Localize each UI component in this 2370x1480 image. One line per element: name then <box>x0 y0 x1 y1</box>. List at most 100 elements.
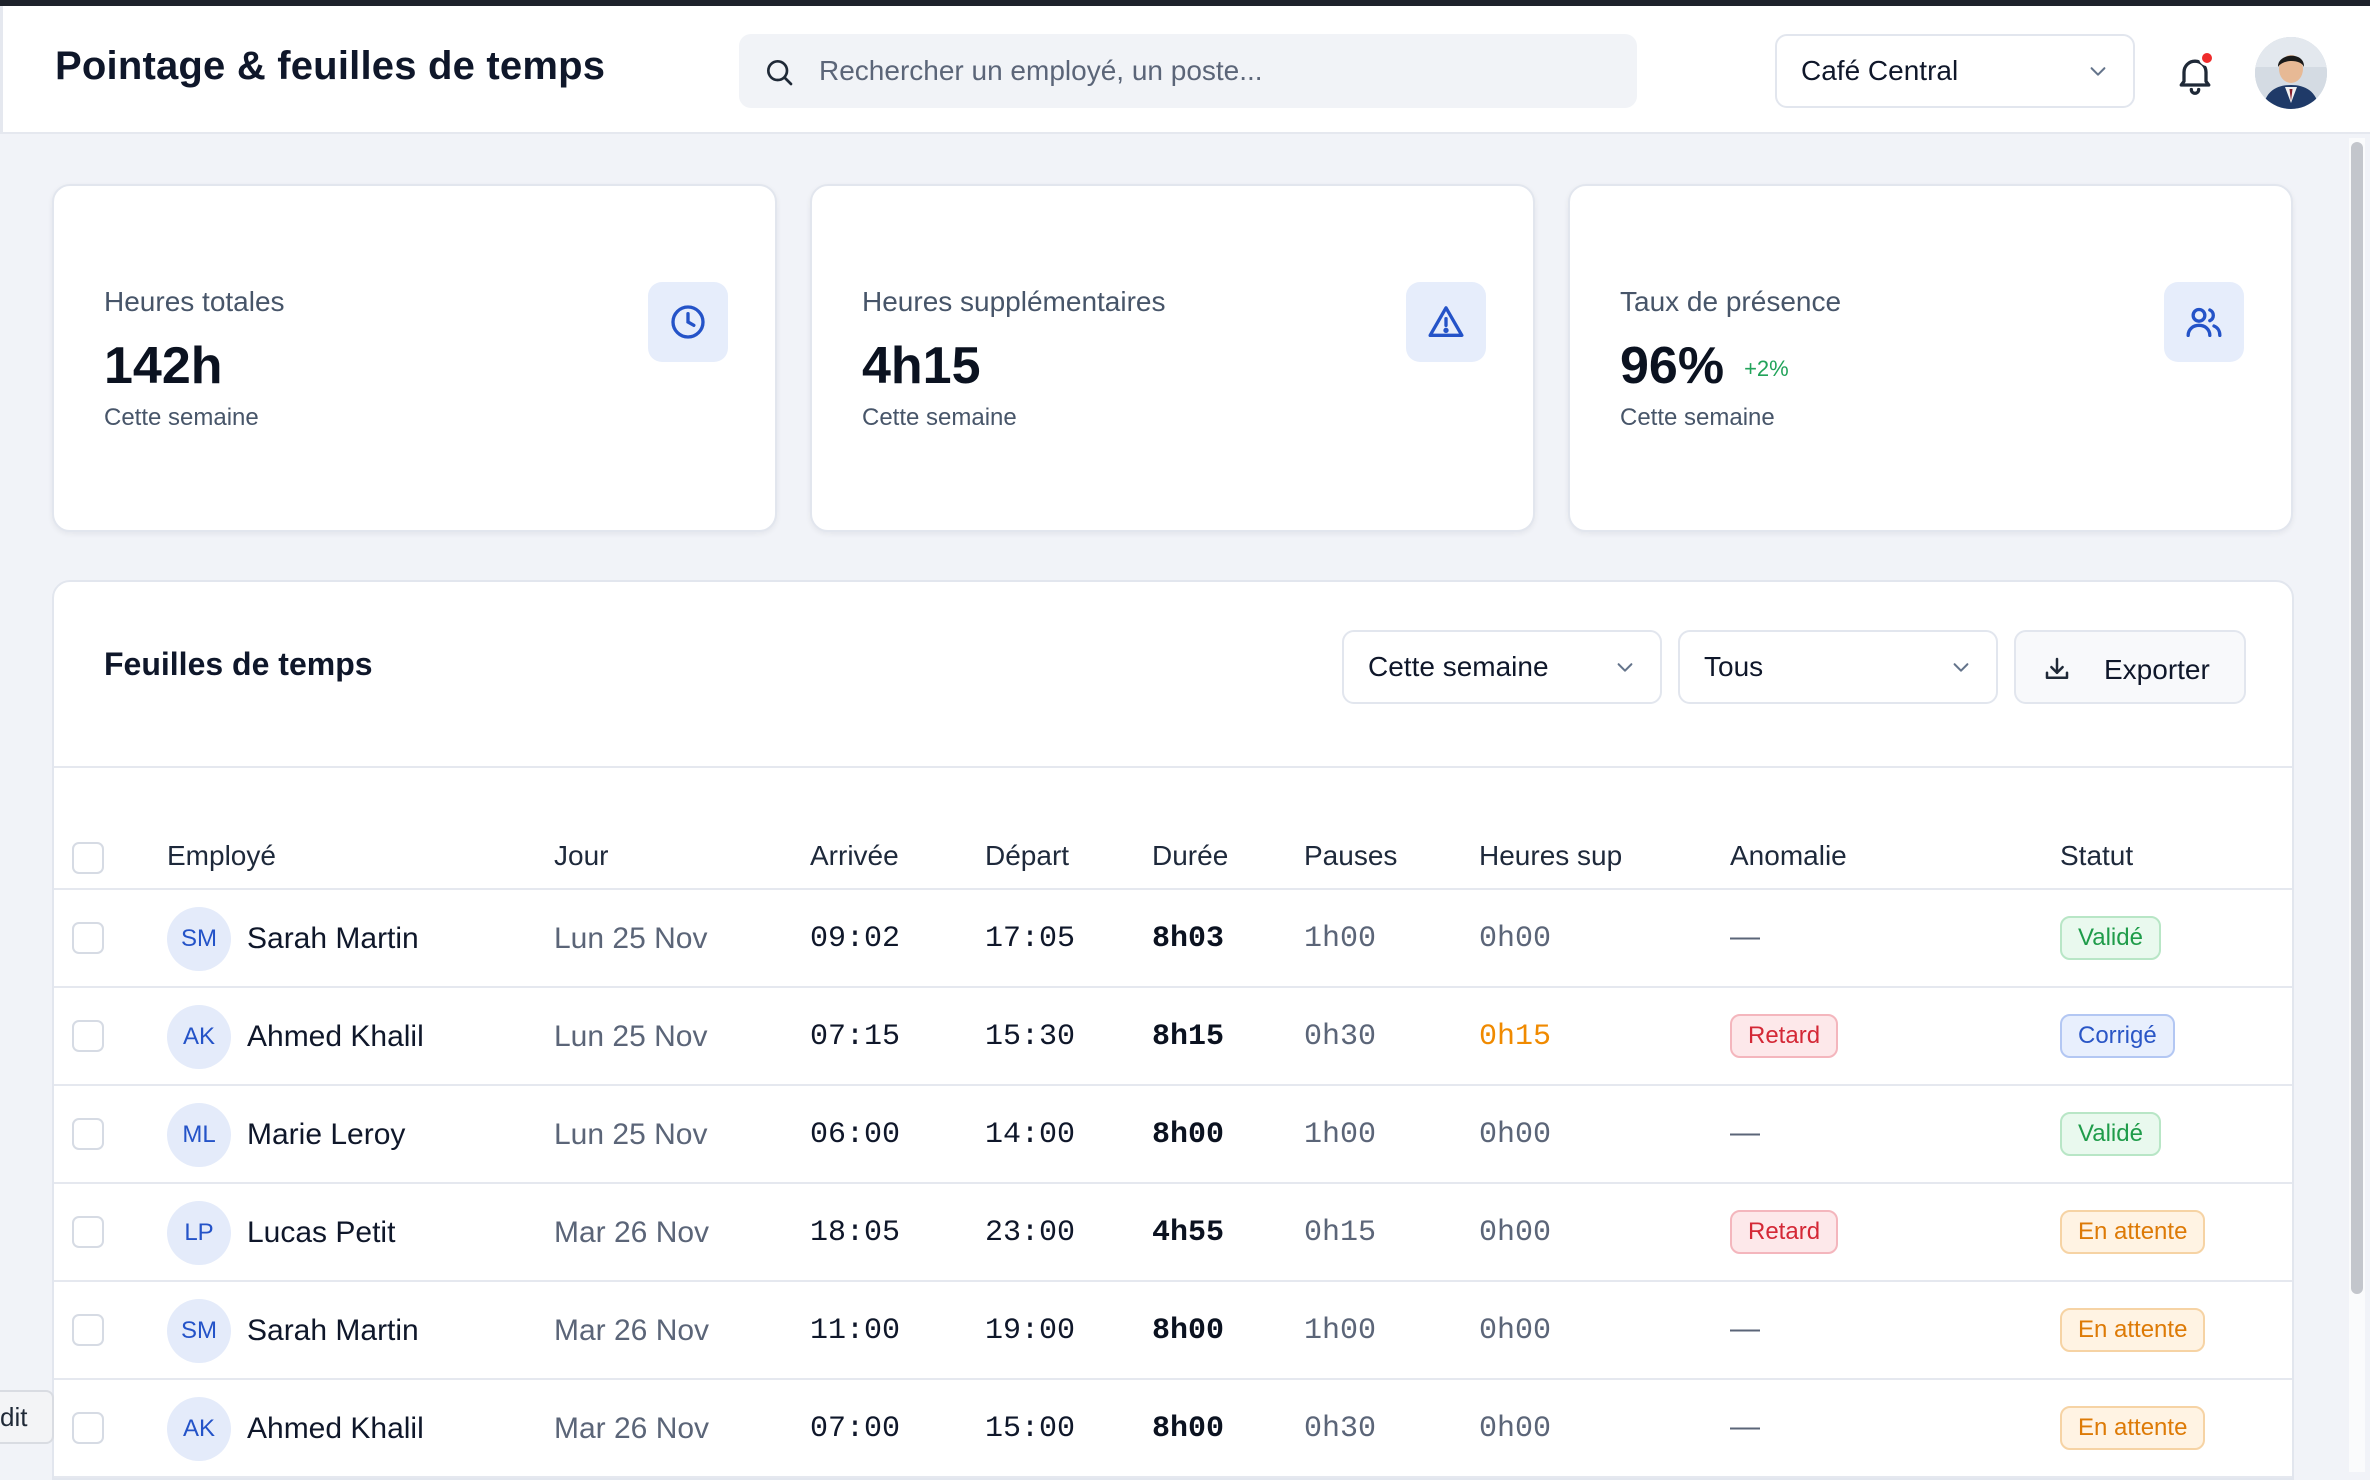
stat-card-attendance: Taux de présence 96% +2% Cette semaine <box>1568 184 2293 532</box>
stat-delta: +2% <box>1744 356 1789 382</box>
clock-icon <box>671 305 705 339</box>
pauses-cell: 0h15 <box>1304 1216 1377 1250</box>
column-header[interactable]: Jour <box>554 840 609 871</box>
table-row[interactable]: SM Sarah Martin Lun 25 Nov 09:02 17:05 8… <box>54 890 2292 988</box>
employee-name: Ahmed Khalil <box>247 1020 424 1053</box>
export-button[interactable]: Exporter <box>2014 630 2246 704</box>
employee-name: Marie Leroy <box>247 1118 406 1151</box>
departure-cell: 15:30 <box>985 1020 1076 1054</box>
day-cell: Lun 25 Nov <box>554 922 708 955</box>
notifications-button[interactable] <box>2173 50 2217 96</box>
row-checkbox[interactable] <box>72 1412 104 1444</box>
column-header[interactable]: Anomalie <box>1730 840 1847 871</box>
window-top-bar <box>0 0 2370 6</box>
arrival-cell: 09:02 <box>810 922 901 956</box>
row-checkbox[interactable] <box>72 1216 104 1248</box>
day-cell: Mar 26 Nov <box>554 1216 710 1249</box>
day-cell: Mar 26 Nov <box>554 1412 710 1445</box>
employee-avatar: SM <box>167 1299 231 1363</box>
stat-value: 96% +2% <box>1620 337 1789 395</box>
stat-value: 4h15 <box>862 337 981 395</box>
pauses-cell: 1h00 <box>1304 1314 1377 1348</box>
edit-tab[interactable]: dit <box>0 1390 54 1444</box>
employee-name: Ahmed Khalil <box>247 1412 424 1445</box>
day-cell: Lun 25 Nov <box>554 1118 708 1151</box>
departure-cell: 14:00 <box>985 1118 1076 1152</box>
search-bar[interactable] <box>739 34 1637 108</box>
stat-icon-box <box>1406 282 1486 362</box>
row-checkbox[interactable] <box>72 1020 104 1052</box>
table-row[interactable]: AK Ahmed Khalil Mar 26 Nov 07:00 15:00 8… <box>54 1380 2292 1478</box>
column-header[interactable]: Pauses <box>1304 840 1398 871</box>
departure-cell: 15:00 <box>985 1412 1076 1446</box>
column-header[interactable]: Heures sup <box>1479 840 1623 871</box>
overtime-cell: 0h15 <box>1479 1020 1552 1054</box>
select-all-checkbox[interactable] <box>72 842 104 874</box>
status-badge: En attente <box>2060 1406 2206 1450</box>
app-header: Pointage & feuilles de temps Café Centra… <box>0 6 2370 134</box>
table-row[interactable]: AK Ahmed Khalil Lun 25 Nov 07:15 15:30 8… <box>54 988 2292 1086</box>
overtime-cell: 0h00 <box>1479 922 1552 956</box>
table-row[interactable]: ML Marie Leroy Lun 25 Nov 06:00 14:00 8h… <box>54 1086 2292 1184</box>
stat-icon-box <box>648 282 728 362</box>
location-select[interactable]: Café Central <box>1775 34 2135 108</box>
overtime-cell: 0h00 <box>1479 1216 1552 1250</box>
column-header[interactable]: Départ <box>985 840 1070 871</box>
column-header[interactable]: Employé <box>167 840 276 871</box>
period-filter-select[interactable]: Cette semaine <box>1342 630 1662 704</box>
status-filter-label: Tous <box>1704 651 1764 682</box>
status-badge: Corrigé <box>2060 1014 2175 1058</box>
employee-name: Lucas Petit <box>247 1216 396 1249</box>
table-row[interactable]: LP Lucas Petit Mar 26 Nov 18:05 23:00 4h… <box>54 1184 2292 1282</box>
location-select-label: Café Central <box>1801 55 1959 86</box>
stat-period: Cette semaine <box>862 404 1017 431</box>
overtime-cell: 0h00 <box>1479 1412 1552 1446</box>
row-checkbox[interactable] <box>72 922 104 954</box>
employee-avatar: AK <box>167 1005 231 1069</box>
stat-icon-box <box>2164 282 2244 362</box>
employee-avatar: ML <box>167 1103 231 1167</box>
duration-cell: 8h03 <box>1152 922 1225 956</box>
anomaly-cell: — <box>1730 920 1760 953</box>
pauses-cell: 0h30 <box>1304 1020 1377 1054</box>
panel-divider <box>54 766 2292 768</box>
anomaly-badge: Retard <box>1730 1014 1839 1058</box>
table-header: Employé Jour Arrivée Départ Durée Pauses… <box>54 828 2292 890</box>
anomaly-cell: — <box>1730 1410 1760 1443</box>
column-header[interactable]: Arrivée <box>810 840 899 871</box>
row-checkbox[interactable] <box>72 1118 104 1150</box>
pauses-cell: 1h00 <box>1304 922 1377 956</box>
anomaly-cell: — <box>1730 1116 1760 1149</box>
employee-name: Sarah Martin <box>247 1314 419 1347</box>
table-row[interactable]: SM Sarah Martin Mar 26 Nov 11:00 19:00 8… <box>54 1282 2292 1380</box>
search-input[interactable] <box>819 34 1619 108</box>
export-label: Exporter <box>2104 654 2210 685</box>
download-icon <box>2045 657 2069 679</box>
pauses-cell: 1h00 <box>1304 1118 1377 1152</box>
stat-card-overtime: Heures supplémentaires 4h15 Cette semain… <box>810 184 1535 532</box>
day-cell: Mar 26 Nov <box>554 1314 710 1347</box>
stat-card-total-hours: Heures totales 142h Cette semaine <box>52 184 777 532</box>
stat-label: Heures totales <box>104 286 285 317</box>
user-avatar[interactable] <box>2255 37 2327 109</box>
page-title: Pointage & feuilles de temps <box>55 44 606 88</box>
user-photo <box>2255 37 2327 109</box>
stat-period: Cette semaine <box>1620 404 1775 431</box>
column-header[interactable]: Durée <box>1152 840 1229 871</box>
status-badge: Validé <box>2060 916 2161 960</box>
row-checkbox[interactable] <box>72 1314 104 1346</box>
notification-dot <box>2199 50 2215 66</box>
status-filter-select[interactable]: Tous <box>1678 630 1998 704</box>
column-header[interactable]: Statut <box>2060 840 2134 871</box>
departure-cell: 19:00 <box>985 1314 1076 1348</box>
employee-avatar: AK <box>167 1397 231 1461</box>
scrollbar-thumb[interactable] <box>2351 142 2363 1294</box>
departure-cell: 17:05 <box>985 922 1076 956</box>
panel-title: Feuilles de temps <box>104 646 373 682</box>
day-cell: Lun 25 Nov <box>554 1020 708 1053</box>
stat-label: Taux de présence <box>1620 286 1842 317</box>
page-scrollbar[interactable] <box>2349 138 2365 1472</box>
stat-period: Cette semaine <box>104 404 259 431</box>
duration-cell: 8h00 <box>1152 1412 1225 1446</box>
arrival-cell: 11:00 <box>810 1314 901 1348</box>
